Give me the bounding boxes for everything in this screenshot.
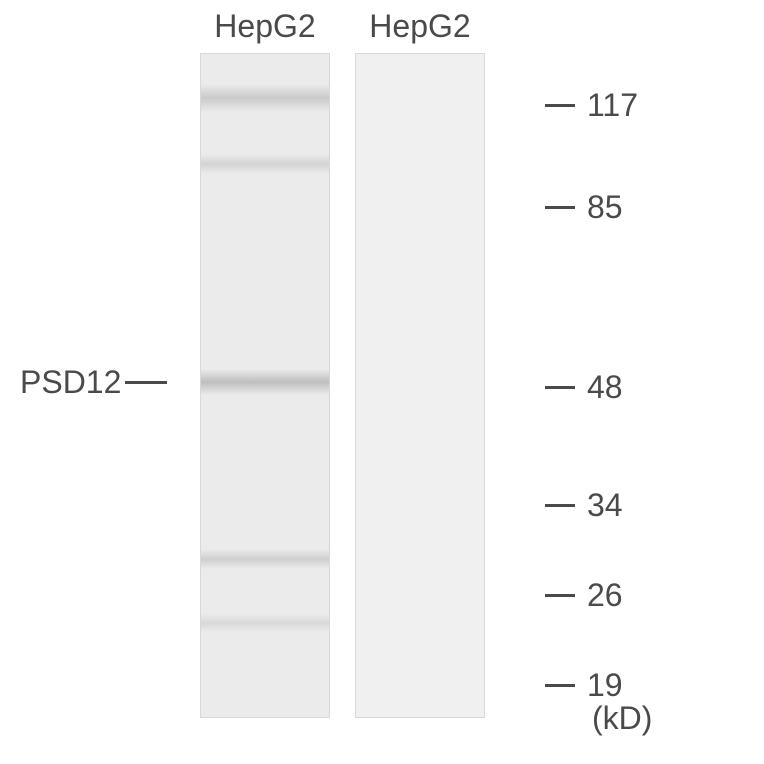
marker-85-label: 85 bbox=[587, 189, 623, 226]
unit-label: (kD) bbox=[592, 700, 652, 737]
protein-tick2-icon bbox=[143, 381, 167, 384]
band-1-5 bbox=[201, 614, 329, 632]
marker-tick2-icon bbox=[551, 386, 575, 389]
lane-1 bbox=[200, 53, 330, 718]
marker-117: 117 bbox=[545, 87, 638, 124]
band-1-2 bbox=[201, 154, 329, 174]
marker-tick2-icon bbox=[551, 594, 575, 597]
protein-label-text: PSD12 bbox=[20, 364, 121, 401]
protein-label-container: PSD12 bbox=[20, 364, 167, 401]
marker-26: 26 bbox=[545, 577, 623, 614]
marker-26-label: 26 bbox=[587, 577, 623, 614]
lane-1-label: HepG2 bbox=[214, 8, 315, 45]
lane-2 bbox=[355, 53, 485, 718]
marker-tick2-icon bbox=[551, 104, 575, 107]
band-1-1 bbox=[201, 84, 329, 112]
marker-19-label: 19 bbox=[587, 667, 623, 704]
marker-19: 19 bbox=[545, 667, 623, 704]
marker-tick2-icon bbox=[551, 504, 575, 507]
marker-48: 48 bbox=[545, 369, 623, 406]
marker-tick2-icon bbox=[551, 684, 575, 687]
marker-tick2-icon bbox=[551, 206, 575, 209]
band-1-4 bbox=[201, 549, 329, 569]
lane-2-label: HepG2 bbox=[369, 8, 470, 45]
marker-34: 34 bbox=[545, 487, 623, 524]
band-1-3 bbox=[201, 369, 329, 395]
marker-34-label: 34 bbox=[587, 487, 623, 524]
lane-2-container: HepG2 bbox=[355, 8, 485, 718]
lane-1-container: HepG2 bbox=[200, 8, 330, 718]
marker-85: 85 bbox=[545, 189, 623, 226]
marker-117-label: 117 bbox=[587, 87, 638, 124]
marker-48-label: 48 bbox=[587, 369, 623, 406]
